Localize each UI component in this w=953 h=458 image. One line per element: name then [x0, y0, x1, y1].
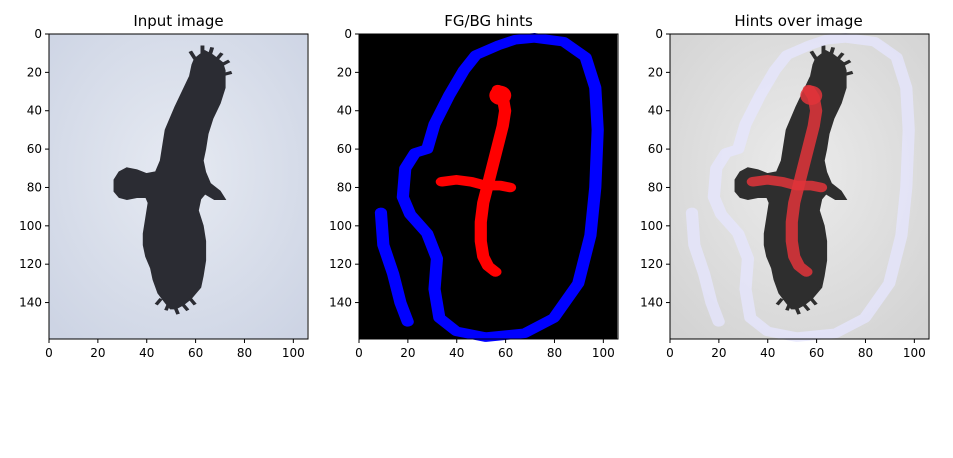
input-image: [49, 34, 308, 340]
y-tick-label: 140: [640, 296, 663, 310]
fg-hint-wing-stroke: [435, 175, 517, 193]
x-tick-label: 100: [592, 346, 615, 360]
x-tick-label: 0: [45, 346, 53, 360]
y-tick-label: 80: [648, 180, 663, 194]
bg-hint-loop: [396, 33, 604, 342]
y-tick-label: 100: [640, 219, 663, 233]
axes-frame-overlay: [669, 33, 930, 340]
y-tick-label: 120: [329, 257, 352, 271]
y-tick-label: 120: [640, 257, 663, 271]
y-tick-label: 140: [329, 296, 352, 310]
x-tick-label: 0: [666, 346, 674, 360]
x-tick-label: 40: [139, 346, 154, 360]
y-tick-label: 0: [655, 27, 663, 41]
x-tick-label: 20: [400, 346, 415, 360]
axes-frame-input: [48, 33, 309, 340]
hints-image: [359, 33, 618, 342]
y-tick-label: 40: [648, 104, 663, 118]
y-tick-label: 60: [337, 142, 352, 156]
panel-hints: FG/BG hints 0 20 40 60 80 100 0 20 40 60 80 100 120 1…: [329, 12, 619, 360]
panel-hints-over-image: Hints over image 0 20 40 60 80 100 0 20 40 60 80 10…: [640, 12, 930, 360]
x-tick-label: 60: [809, 346, 824, 360]
y-tick-label: 40: [27, 104, 42, 118]
panel-title-overlay: Hints over image: [734, 12, 862, 30]
y-tick-label: 20: [337, 65, 352, 79]
x-tick-label: 60: [498, 346, 513, 360]
y-tick-label: 20: [648, 65, 663, 79]
y-tick-label: 40: [337, 104, 352, 118]
overlay-image: [670, 33, 929, 342]
x-tick-label: 80: [858, 346, 873, 360]
y-tick-label: 80: [337, 180, 352, 194]
fg-hint-head-blob: [489, 85, 512, 105]
x-tick-label: 60: [188, 346, 203, 360]
bg-hint-loop-overlay: [707, 33, 915, 342]
y-tick-label: 20: [27, 65, 42, 79]
y-tick-label: 0: [344, 27, 352, 41]
x-tick-label: 80: [547, 346, 562, 360]
y-tick-label: 0: [34, 27, 42, 41]
panel-input-image: Input image 0 20 40 60 80 100 0 20 40 60 80 100 120 1…: [19, 12, 309, 360]
axes-frame-hints: [358, 33, 619, 340]
x-tick-label: 40: [449, 346, 464, 360]
fg-hint-wing-overlay: [746, 175, 828, 193]
y-tick-label: 60: [648, 142, 663, 156]
y-tick-label: 100: [19, 219, 42, 233]
y-tick-label: 140: [19, 296, 42, 310]
y-tick-label: 80: [27, 180, 42, 194]
y-tick-label: 120: [19, 257, 42, 271]
panel-title-input: Input image: [133, 12, 223, 30]
bg-hint-stroke-overlay: [685, 207, 725, 327]
x-tick-label: 100: [282, 346, 305, 360]
x-tick-label: 20: [711, 346, 726, 360]
bg-hint-stroke: [374, 207, 414, 327]
y-tick-label: 100: [329, 219, 352, 233]
x-tick-label: 40: [760, 346, 775, 360]
y-tick-label: 60: [27, 142, 42, 156]
x-tick-label: 0: [355, 346, 363, 360]
x-tick-label: 80: [237, 346, 252, 360]
x-tick-label: 20: [90, 346, 105, 360]
fg-hint-head-blob-overlay: [800, 85, 823, 105]
panel-title-hints: FG/BG hints: [444, 12, 533, 30]
x-tick-label: 100: [903, 346, 926, 360]
